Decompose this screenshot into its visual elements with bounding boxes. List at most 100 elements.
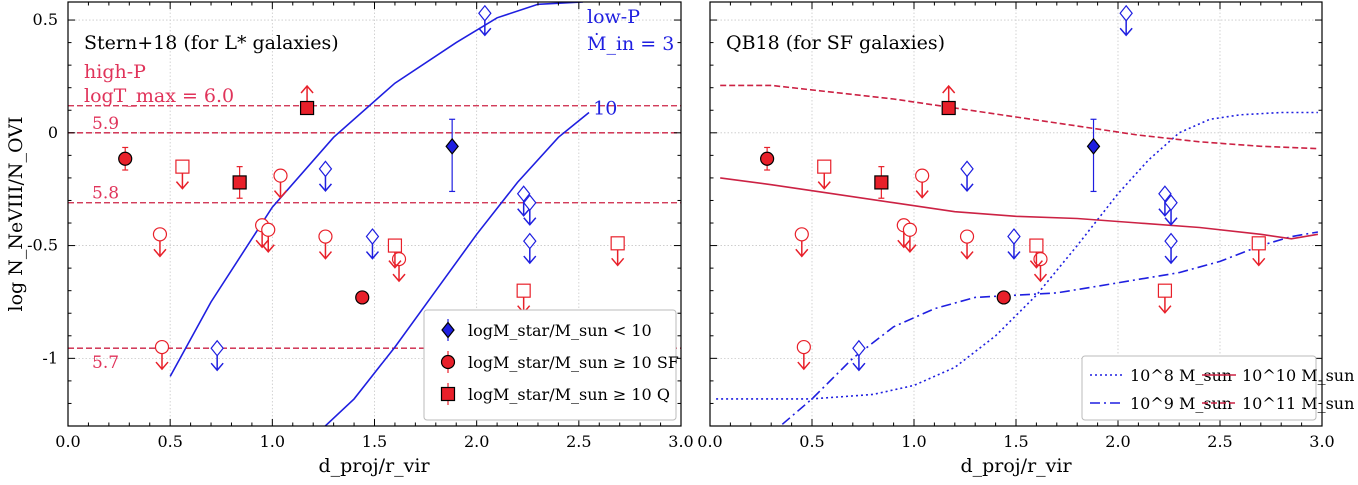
limit-arrow-head xyxy=(388,260,402,269)
limit-arrow-head xyxy=(318,251,333,260)
left-observations xyxy=(118,4,625,372)
circle-marker xyxy=(154,339,170,355)
limit-arrow-head xyxy=(1164,217,1178,226)
x-tick-label: 0.5 xyxy=(157,432,182,451)
right-legend: 10^8 M_sun 10^9 M_sun 10^10 M_sun 10^11 M_s… xyxy=(1081,355,1354,421)
x-tick-label: 0.5 xyxy=(799,432,824,451)
circle-marker xyxy=(152,227,168,242)
diamond-marker xyxy=(445,137,459,155)
diamond-marker xyxy=(1164,232,1178,250)
model-curve xyxy=(720,177,1319,240)
diamond-marker xyxy=(523,232,537,250)
y-tick-label: -1 xyxy=(42,348,58,367)
diamond-marker xyxy=(478,4,492,22)
x-tick-label: 2.5 xyxy=(566,432,591,451)
tmax-5-9-label: 5.9 xyxy=(92,114,119,134)
square-marker xyxy=(817,159,832,174)
x-tick-label: 3.0 xyxy=(668,432,693,451)
left-x-axis-label: d_proj/r_vir xyxy=(318,455,430,477)
limit-arrow-head xyxy=(261,244,275,253)
right-model-curves xyxy=(716,84,1319,426)
limit-arrow-head xyxy=(795,248,809,258)
diamond-marker xyxy=(365,228,380,246)
right-x-axis-label: d_proj/r_vir xyxy=(960,455,1072,477)
x-tick-label: 0.0 xyxy=(697,432,722,451)
diamond-marker xyxy=(516,185,531,203)
legend-label: logM_star/M_sun ≥ 10 SF xyxy=(468,353,679,372)
legend-label: 10^10 M_sun xyxy=(1242,366,1354,385)
diamond-marker xyxy=(1119,4,1133,22)
x-tick-label: 1.0 xyxy=(260,432,285,451)
model-curve xyxy=(716,111,1318,400)
left-legend: logM_star/M_sun < 10 logM_star/M_sun ≥ 10… xyxy=(423,309,679,421)
x-tick-label: 0.0 xyxy=(55,432,80,451)
right-panel: 0.0 0.5 1.0 1.5 2.0 2.5 3.0 QB18 (for SF galax… xyxy=(697,1,1354,477)
mdot-label: Ṁ_in = 3 xyxy=(587,32,674,55)
high-p-label: high-P xyxy=(84,61,146,83)
limit-arrow-head xyxy=(1033,273,1048,283)
left-title-text: Stern+18 (for L* galaxies) xyxy=(84,32,339,54)
x-tick-label: 1.5 xyxy=(1003,432,1028,451)
x-tick-label: 3.0 xyxy=(1309,432,1334,451)
tmax-lines xyxy=(68,105,681,349)
x-tick-label: 2.5 xyxy=(1207,432,1232,451)
limit-arrow-head xyxy=(273,190,288,199)
limit-arrow-head xyxy=(155,361,169,371)
tmax-5-7-label: 5.7 xyxy=(92,353,119,373)
right-panel-title: QB18 (for SF galaxies) xyxy=(726,32,945,54)
square-marker xyxy=(387,238,403,253)
limit-arrow-head xyxy=(153,248,167,258)
circle-marker xyxy=(273,168,288,183)
limit-arrow-head xyxy=(392,273,406,283)
right-observations xyxy=(760,4,1266,372)
legend-label: 10^9 M_sun xyxy=(1130,394,1232,413)
limit-arrow-head xyxy=(517,208,531,217)
limit-arrow-head xyxy=(897,239,911,249)
legend-label: logM_star/M_sun < 10 xyxy=(468,321,652,340)
limit-arrow-head xyxy=(1158,305,1172,314)
left-panel-title: Stern+18 (for L* galaxies) xyxy=(84,32,339,54)
square-marker xyxy=(1029,238,1044,253)
limit-arrow-head xyxy=(365,251,380,260)
circle-marker xyxy=(796,339,811,355)
limit-arrow-head xyxy=(523,255,537,265)
y-tick-label: 0 xyxy=(48,123,58,142)
circle-marker xyxy=(902,222,918,237)
square-marker xyxy=(175,159,190,174)
limit-arrow-head xyxy=(1158,208,1172,217)
diamond-marker xyxy=(1086,137,1101,155)
model-curve xyxy=(169,2,583,377)
legend-label: logM_star/M_sun ≥ 10 Q xyxy=(468,385,670,404)
left-ticks: 0.0 0.5 1.0 1.5 2.0 2.5 3.0 0.5 0 -0.5 -1 xyxy=(27,2,694,451)
diamond-marker xyxy=(441,321,455,339)
limit-arrow-head xyxy=(1119,27,1133,37)
circle-marker xyxy=(318,229,333,244)
square-marker xyxy=(232,175,247,190)
limit-arrow-head xyxy=(817,181,831,190)
limit-arrow-head xyxy=(960,183,974,193)
circle-marker xyxy=(794,227,809,242)
tmax-label: logT_max = 6.0 xyxy=(84,85,234,107)
diamond-marker xyxy=(210,339,224,357)
diamond-marker xyxy=(318,160,333,178)
diamond-marker xyxy=(852,339,866,357)
y-axis-label: log N_NeVIII/N_OVI xyxy=(5,117,27,312)
left-model-curves xyxy=(169,2,590,426)
circle-marker xyxy=(440,354,456,370)
circle-marker xyxy=(996,290,1011,305)
diamond-marker xyxy=(1158,185,1172,203)
limit-arrow-head xyxy=(1007,251,1021,260)
x-tick-label: 2.0 xyxy=(1105,432,1130,451)
limit-arrow-head xyxy=(175,181,189,190)
legend-label: 10^11 M_sun xyxy=(1242,394,1354,413)
square-marker xyxy=(874,175,889,190)
limit-arrow-head xyxy=(611,257,625,267)
limit-arrow-head xyxy=(318,183,333,193)
limit-arrow-head xyxy=(300,84,314,94)
left-panel: 0.0 0.5 1.0 1.5 2.0 2.5 3.0 0.5 0 -0.5 -1 Stern+18… xyxy=(5,1,694,477)
limit-arrow-head xyxy=(915,190,929,199)
circle-marker xyxy=(915,168,930,183)
limit-arrow-head xyxy=(942,84,956,94)
x-tick-label: 1.0 xyxy=(901,432,926,451)
